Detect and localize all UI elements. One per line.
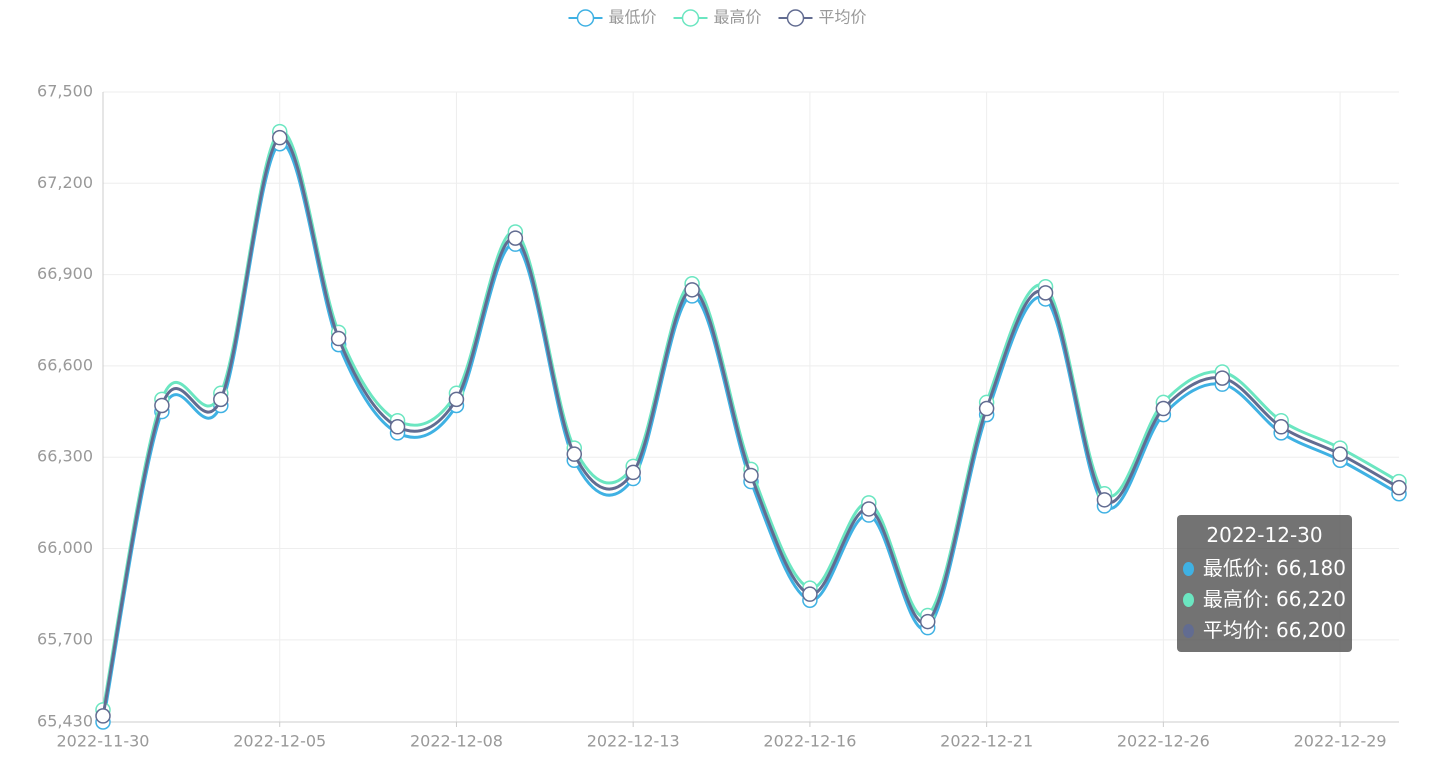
x-tick-label: 2022-12-29 bbox=[1294, 732, 1387, 751]
tooltip-title: 2022-12-30 bbox=[1206, 523, 1323, 547]
point bbox=[1096, 492, 1113, 508]
tooltip-value: 66,200 bbox=[1276, 618, 1346, 642]
x-tick-label: 2022-12-13 bbox=[587, 732, 680, 751]
x-tick-label: 2022-12-16 bbox=[763, 732, 856, 751]
legend-marker bbox=[681, 9, 700, 27]
point bbox=[507, 230, 524, 246]
legend-label: 最低价 bbox=[609, 8, 657, 27]
point bbox=[861, 501, 877, 517]
tooltip-dot bbox=[1183, 592, 1194, 607]
point bbox=[1155, 400, 1172, 417]
x-tick-label: 2022-12-08 bbox=[410, 732, 503, 751]
tooltip-row: 平均价: 66,200 bbox=[1183, 615, 1346, 646]
tooltip-name: 平均价 bbox=[1202, 618, 1263, 642]
point bbox=[919, 613, 936, 630]
legend-label: 平均价 bbox=[819, 8, 867, 27]
x-tick-label: 2022-12-26 bbox=[1117, 732, 1210, 751]
tooltip: 2022-12-30 最低价: 66,180 最高价: 66,220 平均价: … bbox=[1177, 515, 1352, 652]
tooltip-dot bbox=[1183, 561, 1194, 576]
y-tick-label: 65,430 bbox=[37, 712, 93, 731]
y-tick-label: 67,500 bbox=[37, 82, 93, 101]
y-tick-label: 66,900 bbox=[37, 264, 93, 283]
tooltip-dot bbox=[1183, 623, 1194, 638]
point bbox=[154, 397, 170, 414]
tooltip-value: 66,180 bbox=[1276, 556, 1346, 580]
y-tick-label: 66,600 bbox=[37, 355, 93, 374]
x-tick-label: 2022-11-30 bbox=[57, 732, 150, 751]
point bbox=[1391, 479, 1407, 496]
point bbox=[1273, 419, 1289, 435]
tooltip-name: 最高价 bbox=[1202, 587, 1263, 611]
tooltip-row: 最高价: 66,220 bbox=[1183, 584, 1346, 615]
point bbox=[95, 708, 111, 724]
point bbox=[1332, 446, 1348, 462]
y-tick-label: 66,000 bbox=[37, 538, 93, 557]
y-tick-label: 66,300 bbox=[37, 447, 93, 466]
x-tick-label: 2022-12-05 bbox=[233, 732, 326, 751]
tooltip-name: 最低价 bbox=[1202, 556, 1263, 580]
point bbox=[566, 446, 583, 462]
legend-marker bbox=[786, 9, 805, 27]
point bbox=[448, 391, 465, 408]
tooltip-value: 66,220 bbox=[1276, 587, 1346, 611]
point bbox=[389, 419, 406, 435]
legend-label: 最高价 bbox=[714, 8, 762, 27]
y-tick-label: 65,700 bbox=[37, 629, 93, 648]
legend-marker bbox=[576, 9, 595, 27]
tooltip-row: 最低价: 66,180 bbox=[1183, 553, 1346, 584]
point bbox=[802, 586, 818, 602]
point bbox=[213, 391, 229, 408]
point bbox=[330, 330, 347, 347]
point bbox=[1037, 285, 1054, 301]
point bbox=[684, 282, 700, 298]
point bbox=[1214, 370, 1231, 386]
point bbox=[743, 467, 759, 484]
y-tick-label: 67,200 bbox=[37, 173, 93, 192]
x-tick-label: 2022-12-21 bbox=[940, 732, 1033, 751]
point bbox=[625, 464, 641, 481]
point bbox=[978, 400, 995, 417]
point bbox=[271, 129, 288, 146]
